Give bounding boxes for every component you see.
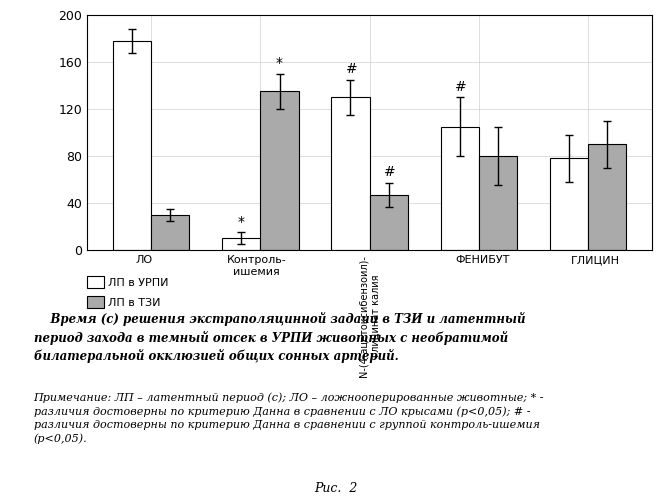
Bar [261, 92, 298, 250]
Bar [151, 215, 190, 250]
Bar [588, 144, 626, 250]
Bar [222, 238, 261, 250]
Bar [331, 97, 370, 250]
Bar [370, 195, 408, 250]
Text: #: # [345, 62, 356, 76]
Text: N-(4-ацетоксибензоил)-
глицинат калия: N-(4-ацетоксибензоил)- глицинат калия [359, 255, 380, 377]
Bar [478, 156, 517, 250]
Text: *: * [276, 56, 283, 70]
Text: ФЕНИБУТ: ФЕНИБУТ [456, 255, 509, 265]
Text: Время (с) решения экстраполяцинной задачи в ТЗИ и латентный
период захода в темн: Время (с) решения экстраполяцинной задач… [34, 312, 525, 364]
Text: ЛП в ТЗИ: ЛП в ТЗИ [108, 298, 160, 308]
Text: ЛО: ЛО [135, 255, 153, 265]
Bar [441, 126, 478, 250]
Text: #: # [454, 80, 466, 94]
Text: Контроль-
ишемия: Контроль- ишемия [227, 255, 286, 276]
Text: *: * [238, 215, 245, 229]
Text: ГЛИЦИН: ГЛИЦИН [571, 255, 620, 265]
Text: Примечание: ЛП – латентный период (с); ЛО – ложнооперированные животные; * -
раз: Примечание: ЛП – латентный период (с); Л… [34, 392, 544, 444]
Bar [550, 158, 588, 250]
Bar [113, 41, 151, 250]
Text: ЛП в УРПИ: ЛП в УРПИ [108, 278, 168, 288]
Text: #: # [383, 166, 394, 179]
Text: Рис.  2: Рис. 2 [314, 482, 358, 495]
